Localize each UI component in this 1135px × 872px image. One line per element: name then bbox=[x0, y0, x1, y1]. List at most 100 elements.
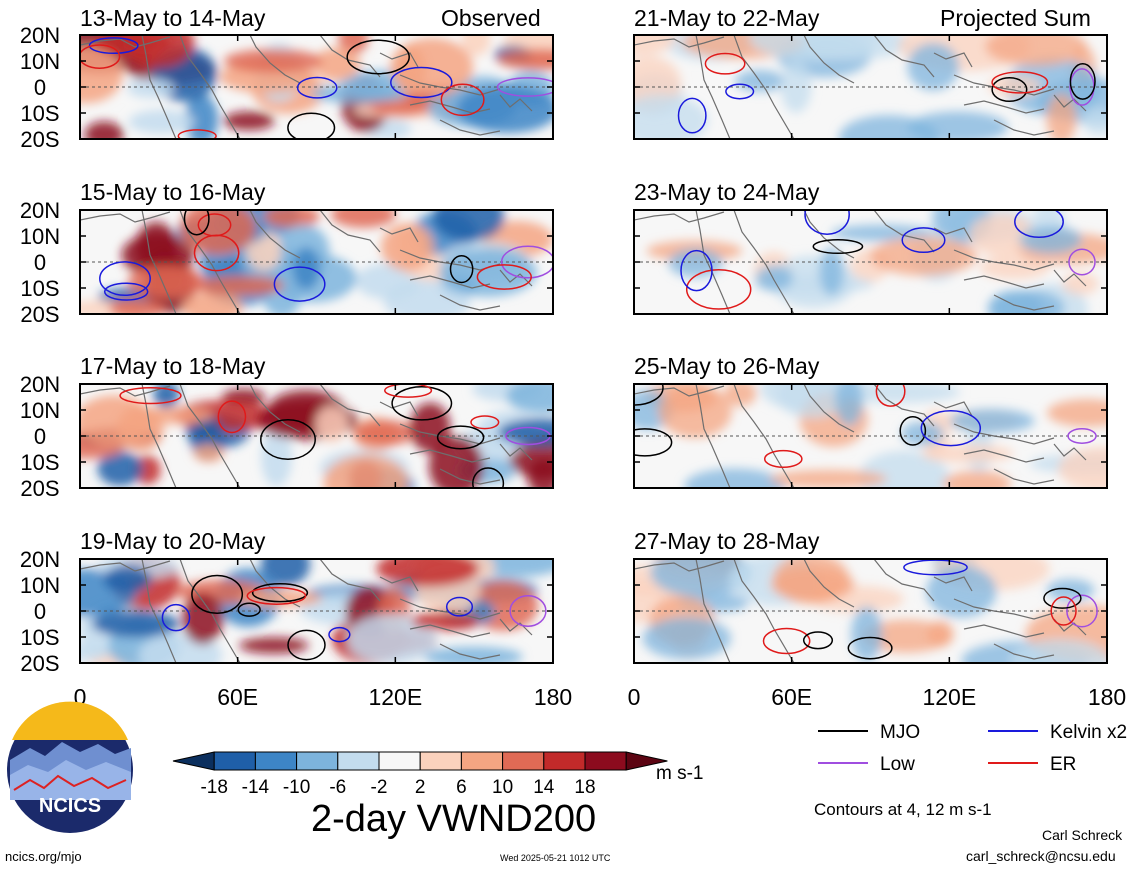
lat-label: 20S bbox=[20, 651, 59, 676]
shading-blob bbox=[650, 559, 752, 598]
lon-label: 180 bbox=[1088, 684, 1126, 710]
coastline bbox=[953, 249, 1055, 271]
shading-blob bbox=[439, 248, 537, 297]
contour-loop bbox=[991, 76, 1028, 103]
coastline bbox=[179, 35, 241, 139]
panel-observed-4 bbox=[79, 558, 554, 664]
lat-label: 10S bbox=[20, 101, 59, 126]
shading-blob bbox=[927, 620, 954, 648]
coastline bbox=[803, 384, 855, 433]
coastline bbox=[179, 559, 241, 663]
shading-blob bbox=[658, 385, 732, 438]
contour-loop bbox=[1069, 62, 1096, 100]
colorbar-cell bbox=[337, 751, 380, 771]
lat-label: 0 bbox=[34, 424, 46, 449]
shading-blob bbox=[80, 46, 123, 104]
colorbar-tick-label: 10 bbox=[492, 777, 513, 798]
coastline bbox=[933, 576, 973, 592]
shading-blob bbox=[108, 299, 166, 314]
shading-blob bbox=[260, 559, 311, 586]
coastline bbox=[953, 598, 1055, 620]
contour-loop bbox=[88, 37, 139, 55]
contour-loop bbox=[296, 76, 338, 99]
lon-label: 60E bbox=[217, 684, 258, 710]
lat-label: 20S bbox=[20, 302, 59, 327]
panel-date-l4: 19-May to 20-May bbox=[80, 528, 266, 554]
shading-blob bbox=[354, 420, 417, 446]
colorbar-cell bbox=[543, 751, 586, 771]
coastline bbox=[733, 384, 795, 488]
lat-label: 10N bbox=[20, 573, 60, 598]
lon-label: 0 bbox=[628, 684, 641, 710]
colorbar-cell bbox=[213, 751, 256, 771]
coastline bbox=[80, 385, 171, 397]
shading-blob bbox=[313, 47, 361, 81]
shading-blob bbox=[755, 265, 793, 291]
shading-blob bbox=[926, 565, 997, 618]
coastline bbox=[963, 100, 1045, 114]
shading-blob bbox=[870, 236, 977, 276]
colorbar: -18 -14 -10 -6 -2 2 6 10 14 18 bbox=[172, 751, 668, 798]
lon-label: 60E bbox=[771, 684, 812, 710]
colorbar-cell bbox=[254, 751, 298, 771]
coastline bbox=[933, 52, 973, 68]
shading-blob bbox=[310, 83, 409, 104]
contour-loop bbox=[391, 385, 453, 421]
figure-title: 2-day VWND200 bbox=[311, 798, 597, 840]
contour-loop bbox=[1014, 210, 1064, 239]
shading-blob bbox=[84, 121, 124, 139]
lat-label: 0 bbox=[34, 75, 46, 100]
shading-blob bbox=[634, 95, 709, 139]
contour-loop bbox=[804, 210, 850, 235]
legend-label: Low bbox=[880, 754, 915, 775]
contour-loop bbox=[1050, 596, 1077, 626]
shading-blob bbox=[838, 115, 939, 139]
legend-label: Kelvin x2 bbox=[1050, 722, 1127, 743]
contour-loop bbox=[847, 636, 893, 660]
contour-loop bbox=[1068, 248, 1096, 276]
shading-blob bbox=[433, 210, 505, 242]
coastline bbox=[873, 210, 935, 253]
contour-loop bbox=[1066, 594, 1098, 628]
shading-blob bbox=[263, 210, 320, 228]
lat-label: 20S bbox=[20, 127, 59, 152]
coastline bbox=[873, 559, 935, 602]
contour-loop bbox=[99, 261, 151, 297]
contour-loop bbox=[177, 129, 217, 139]
colorbar-tick-label: -2 bbox=[371, 777, 388, 798]
colorbar-tick-label: 14 bbox=[533, 777, 555, 798]
coastline bbox=[249, 210, 301, 259]
contour-loop bbox=[685, 269, 752, 310]
shading-blob bbox=[497, 418, 553, 447]
coastline bbox=[379, 52, 419, 68]
lat-label: 10N bbox=[20, 49, 60, 74]
coastline bbox=[695, 384, 731, 488]
coastlines bbox=[80, 384, 533, 488]
contour-loop bbox=[677, 97, 707, 134]
shading-blob bbox=[942, 470, 1012, 488]
contour-loop bbox=[704, 52, 746, 75]
timestamp: Wed 2025-05-21 1012 UTC bbox=[500, 853, 611, 863]
panel-date-r3: 25-May to 26-May bbox=[634, 353, 820, 379]
panel-date-l1: 13-May to 14-May bbox=[80, 5, 266, 31]
coastline bbox=[141, 559, 177, 663]
contour-loop bbox=[436, 425, 485, 450]
legend: MJO Low Kelvin x2 ER bbox=[818, 722, 1127, 775]
contour-loop bbox=[445, 596, 474, 617]
contour-loop bbox=[273, 266, 326, 302]
contour-loop bbox=[509, 595, 547, 627]
coastline bbox=[933, 401, 973, 417]
contour-loop bbox=[440, 83, 485, 117]
lat-label: 20N bbox=[20, 23, 60, 48]
contour-loop bbox=[246, 586, 307, 605]
shading-blob bbox=[749, 35, 880, 61]
contour-loop bbox=[237, 602, 261, 617]
panel-date-l2: 15-May to 16-May bbox=[80, 179, 266, 205]
shading-blob bbox=[642, 617, 731, 660]
shading-blob bbox=[117, 405, 164, 452]
shading-blob bbox=[380, 223, 434, 271]
projected-label: Projected Sum bbox=[940, 5, 1091, 31]
coastlines bbox=[634, 384, 1087, 488]
coastline bbox=[439, 643, 501, 660]
